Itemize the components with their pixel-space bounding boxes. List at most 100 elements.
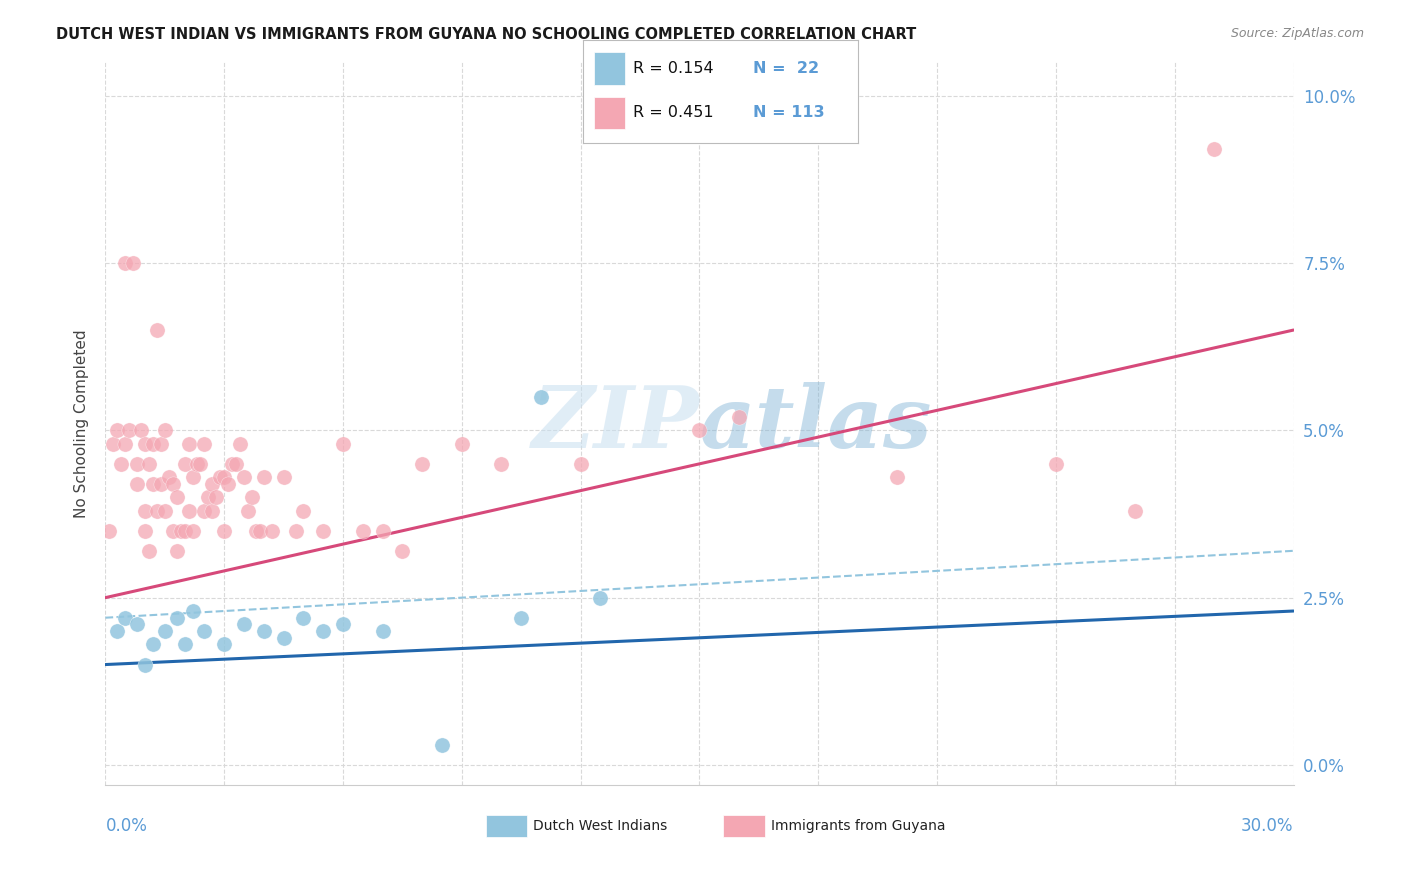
Text: atlas: atlas [700, 382, 932, 466]
Point [127, 457, 149, 471]
Point [166, 490, 188, 504]
Point [134, 524, 156, 538]
Point [201, 503, 224, 517]
Point [371, 524, 394, 538]
Point [201, 476, 224, 491]
Point [173, 524, 195, 538]
Text: Source: ZipAtlas.com: Source: ZipAtlas.com [1230, 27, 1364, 40]
Bar [595, 96, 624, 129]
Point [177, 436, 200, 450]
Point [689, 424, 711, 438]
Point [371, 624, 394, 639]
Point [530, 390, 553, 404]
Point [728, 410, 751, 425]
Text: 0.0%: 0.0% [105, 817, 148, 836]
Point [138, 543, 160, 558]
Point [134, 503, 156, 517]
Point [181, 604, 204, 618]
Point [292, 503, 315, 517]
Point [214, 470, 236, 484]
Point [245, 524, 267, 538]
Point [284, 524, 307, 538]
Point [249, 524, 271, 538]
Text: 30.0%: 30.0% [1241, 817, 1294, 836]
Point [149, 436, 172, 450]
Point [186, 457, 208, 471]
Point [170, 524, 193, 538]
Point [190, 457, 212, 471]
Point [181, 470, 204, 484]
Point [146, 323, 169, 337]
Point [98, 524, 121, 538]
Point [332, 436, 354, 450]
Point [411, 457, 433, 471]
Bar [595, 53, 624, 86]
Point [118, 424, 141, 438]
Point [162, 524, 184, 538]
Y-axis label: No Schooling Completed: No Schooling Completed [73, 329, 89, 518]
Text: Immigrants from Guyana: Immigrants from Guyana [770, 819, 945, 833]
Point [134, 436, 156, 450]
Point [197, 490, 219, 504]
Point [193, 436, 215, 450]
Point [114, 610, 136, 624]
Point [166, 543, 188, 558]
Point [589, 591, 612, 605]
Point [510, 610, 533, 624]
Point [149, 476, 172, 491]
Point [229, 436, 252, 450]
Text: R = 0.154: R = 0.154 [633, 62, 713, 77]
Point [110, 457, 132, 471]
Point [157, 470, 180, 484]
Point [253, 470, 276, 484]
Point [1123, 503, 1146, 517]
Point [450, 436, 472, 450]
Point [391, 543, 413, 558]
Point [1204, 142, 1226, 157]
Text: Dutch West Indians: Dutch West Indians [533, 819, 668, 833]
Point [312, 624, 335, 639]
Point [105, 624, 128, 639]
Point [193, 503, 215, 517]
Point [134, 657, 156, 672]
Point [260, 524, 283, 538]
Point [153, 624, 176, 639]
Text: R = 0.451: R = 0.451 [633, 105, 713, 120]
Point [491, 457, 513, 471]
Point [162, 476, 184, 491]
Text: N = 113: N = 113 [754, 105, 825, 120]
Text: DUTCH WEST INDIAN VS IMMIGRANTS FROM GUYANA NO SCHOOLING COMPLETED CORRELATION C: DUTCH WEST INDIAN VS IMMIGRANTS FROM GUY… [56, 27, 917, 42]
Point [153, 424, 176, 438]
Point [1045, 457, 1067, 471]
Point [886, 470, 908, 484]
Point [569, 457, 592, 471]
Point [146, 503, 169, 517]
Point [233, 617, 256, 632]
Point [173, 637, 195, 651]
Point [142, 637, 165, 651]
Point [217, 476, 239, 491]
Text: ZIP: ZIP [531, 382, 700, 466]
Point [214, 637, 236, 651]
Point [273, 470, 295, 484]
Point [122, 256, 145, 270]
Point [105, 424, 128, 438]
Point [214, 524, 236, 538]
Point [177, 503, 200, 517]
Point [312, 524, 335, 538]
Point [142, 436, 165, 450]
Point [173, 457, 195, 471]
Point [209, 470, 232, 484]
Point [352, 524, 374, 538]
Point [205, 490, 228, 504]
FancyBboxPatch shape [723, 815, 765, 837]
Point [181, 524, 204, 538]
Point [103, 436, 125, 450]
Point [236, 503, 259, 517]
Text: N =  22: N = 22 [754, 62, 820, 77]
Point [114, 436, 136, 450]
Point [142, 476, 165, 491]
Point [193, 624, 215, 639]
Point [332, 617, 354, 632]
Point [273, 631, 295, 645]
